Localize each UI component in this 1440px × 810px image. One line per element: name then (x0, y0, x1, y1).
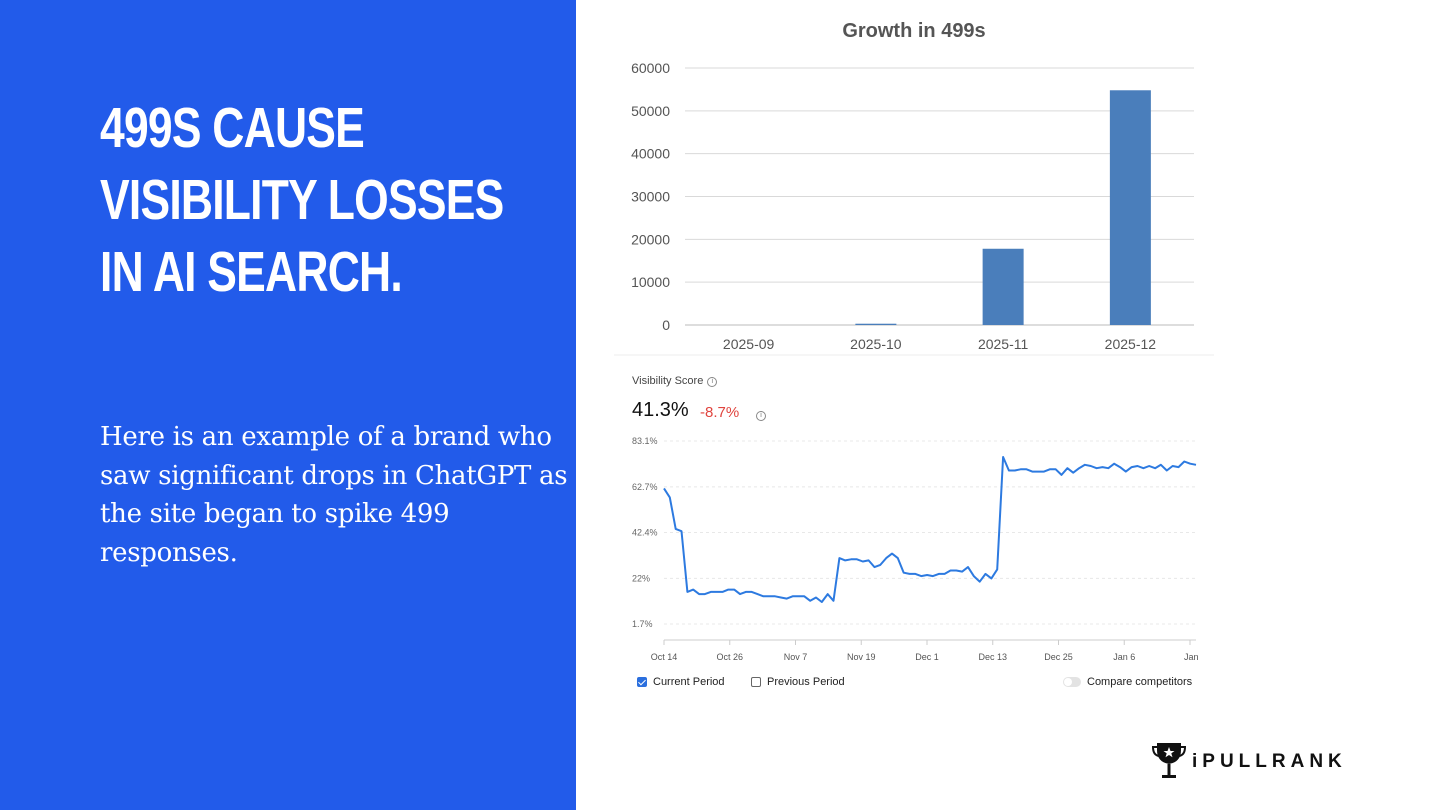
legend-current-period[interactable]: Current Period (637, 676, 725, 688)
previous-period-label: Previous Period (767, 676, 845, 688)
bar-y-tick-label: 0 (662, 317, 670, 333)
headline-line-3: IN AI SEARCH. (100, 240, 403, 304)
line-x-tick-label: Oct 26 (716, 652, 743, 662)
delta-info-icon[interactable]: i (756, 411, 766, 421)
bar-y-tick-label: 60000 (631, 60, 670, 76)
bar-x-tick-label: 2025-11 (978, 336, 1029, 352)
visibility-score-value: 41.3% (632, 399, 689, 421)
previous-period-checkbox[interactable] (751, 677, 761, 687)
bar-y-tick-label: 30000 (631, 189, 670, 205)
visibility-score-label-text: Visibility Score (632, 375, 704, 387)
logo-text: iPULLRANK (1192, 751, 1347, 772)
compare-competitors-toggle[interactable]: Compare competitors (1063, 676, 1192, 688)
bar (982, 248, 1024, 325)
ipullrank-logo: iPULLRANK (1151, 740, 1347, 784)
toggle-switch[interactable] (1063, 677, 1081, 687)
line-y-tick-label: 22% (632, 573, 650, 583)
headline-line-1: 499S CAUSE (100, 96, 365, 160)
slide-headline: 499S CAUSE VISIBILITY LOSSES IN AI SEARC… (100, 92, 504, 308)
trophy-icon (1151, 743, 1187, 778)
line-y-tick-label: 42.4% (632, 528, 658, 538)
bar-y-tick-label: 50000 (631, 103, 670, 119)
legend-previous-period[interactable]: Previous Period (751, 676, 845, 688)
line-x-tick-label: Nov 19 (847, 652, 876, 662)
current-period-checkbox[interactable] (637, 677, 647, 687)
line-y-tick-label: 62.7% (632, 482, 658, 492)
line-x-tick-label: Dec 13 (978, 652, 1007, 662)
line-x-tick-label: Dec 25 (1044, 652, 1073, 662)
bar (855, 323, 897, 325)
visibility-series-line (663, 456, 1197, 603)
bar (1109, 90, 1151, 325)
bar-x-tick-label: 2025-10 (850, 336, 902, 352)
bar-x-tick-label: 2025-09 (723, 336, 775, 352)
bar-chart-title: Growth in 499s (842, 20, 986, 42)
bar-y-tick-label: 10000 (631, 274, 670, 290)
compare-competitors-label: Compare competitors (1087, 676, 1193, 688)
headline-line-2: VISIBILITY LOSSES (100, 168, 504, 232)
bar-y-tick-label: 20000 (631, 231, 670, 247)
bar-y-tick-label: 40000 (631, 146, 670, 162)
info-icon[interactable]: i (707, 377, 718, 387)
line-x-tick-label: Jan (1184, 652, 1199, 662)
current-period-label: Current Period (653, 676, 725, 688)
bar-x-tick-label: 2025-12 (1105, 336, 1157, 352)
visibility-score-delta: -8.7% (700, 404, 740, 421)
line-x-tick-label: Jan 6 (1113, 652, 1135, 662)
line-y-tick-label: 1.7% (632, 619, 653, 629)
title-panel: 499S CAUSE VISIBILITY LOSSES IN AI SEARC… (0, 0, 576, 810)
line-x-tick-label: Nov 7 (784, 652, 808, 662)
line-x-tick-label: Oct 14 (651, 652, 678, 662)
line-x-tick-label: Dec 1 (915, 652, 939, 662)
visibility-score-label: Visibility Score i (632, 375, 718, 387)
line-y-tick-label: 83.1% (632, 436, 658, 446)
slide-body-text: Here is an example of a brand who saw si… (100, 422, 568, 568)
